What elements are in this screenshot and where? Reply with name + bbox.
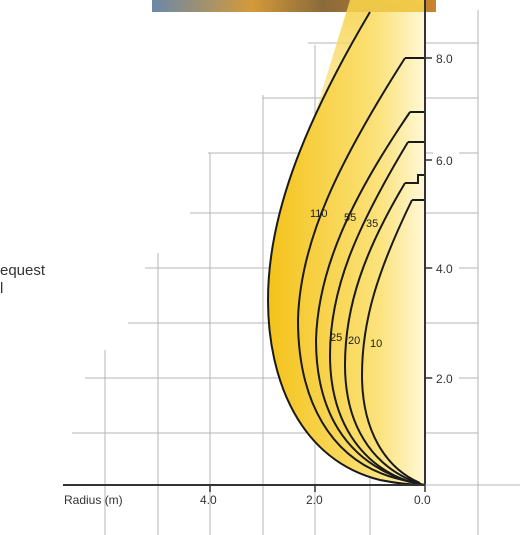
y-tick-label-6: 6.0 xyxy=(436,154,453,168)
curve-20 xyxy=(343,174,425,483)
x-tick-label-2: 2.0 xyxy=(306,493,323,507)
y-tick-label-2: 2.0 xyxy=(436,372,453,386)
side-text-line-2: l xyxy=(0,280,4,297)
y-tick-label-4: 4.0 xyxy=(436,262,453,276)
curve-label-25: 25 xyxy=(330,332,342,344)
envelope-fill xyxy=(268,12,425,485)
curve-35 xyxy=(314,111,425,481)
x-axis-ticks xyxy=(209,485,426,492)
side-text-line-1: equest xyxy=(0,262,46,279)
curve-label-55: 55 xyxy=(344,212,356,224)
curve-10 xyxy=(360,199,425,484)
y-axis-ticks xyxy=(425,57,432,379)
contour-curves xyxy=(266,11,426,486)
x-tick-label-0: 0.0 xyxy=(414,493,431,507)
x-axis-title: Radius (m) xyxy=(64,493,123,507)
curve-25 xyxy=(328,141,425,483)
curve-label-20: 20 xyxy=(348,335,360,347)
curve-label-35: 35 xyxy=(366,218,378,230)
curve-label-110: 110 xyxy=(310,208,328,220)
curve-110 xyxy=(266,11,426,486)
x-tick-label-4: 4.0 xyxy=(200,493,217,507)
curve-label-10: 10 xyxy=(370,338,382,350)
y-tick-label-8: 8.0 xyxy=(436,52,453,66)
